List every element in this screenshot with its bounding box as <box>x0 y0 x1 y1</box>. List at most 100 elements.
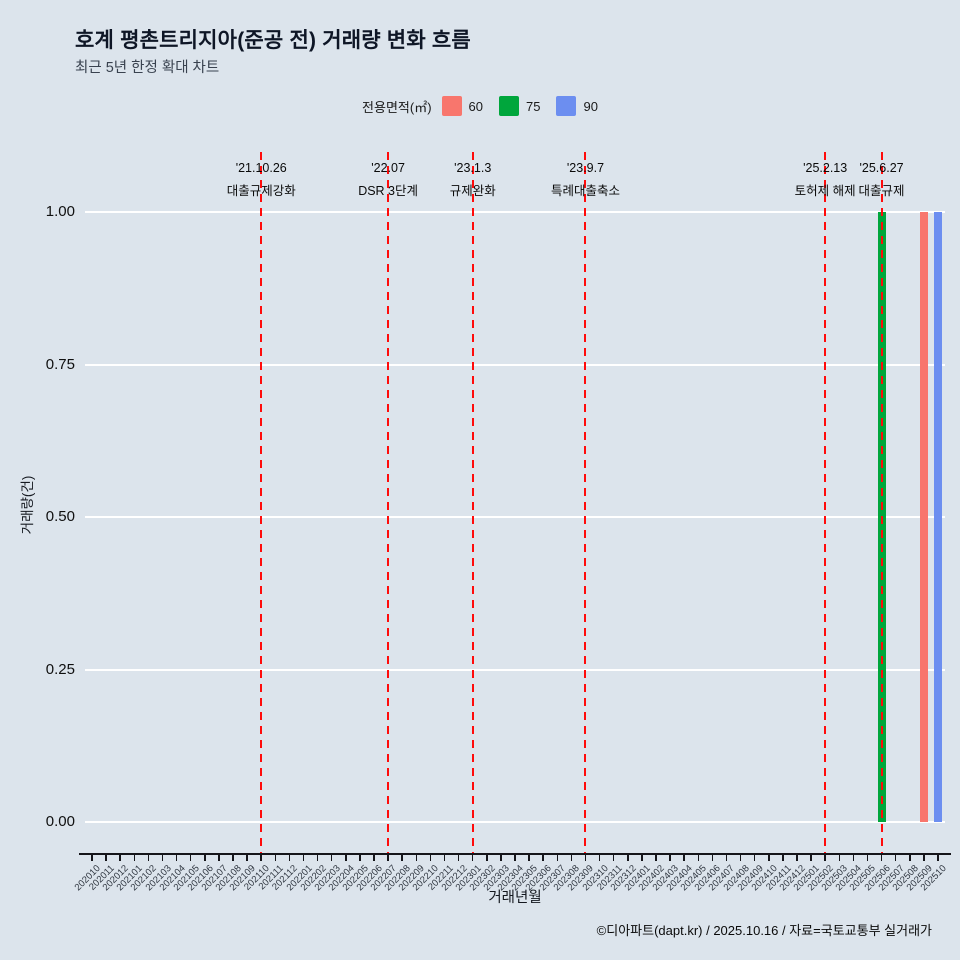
x-tick <box>387 855 389 861</box>
y-gridline <box>85 363 945 366</box>
x-tick <box>218 855 220 861</box>
x-tick <box>401 855 403 861</box>
x-tick <box>909 855 911 861</box>
y-gridline <box>85 821 945 823</box>
x-tick <box>570 855 573 861</box>
annotation-line-202506 <box>880 152 883 853</box>
x-tick <box>373 855 375 861</box>
chart-subtitle: 최근 5년 한정 확대 차트 <box>75 60 220 76</box>
legend-label: 90 <box>583 98 598 114</box>
bar-60-202509 <box>919 212 928 822</box>
x-tick <box>486 855 488 861</box>
x-tick <box>105 855 107 861</box>
x-tick <box>457 855 460 861</box>
x-tick <box>345 855 347 861</box>
annotation-label: 대출규제 <box>858 184 905 198</box>
legend: 전용면적(㎡) 60 75 90 <box>0 96 960 116</box>
annotation-line-202502 <box>824 152 827 853</box>
x-tick <box>471 855 474 861</box>
x-tick <box>189 855 192 861</box>
legend-label: 60 <box>468 98 484 114</box>
x-tick <box>669 855 671 861</box>
x-tick <box>91 855 93 861</box>
y-gridline <box>85 516 945 518</box>
annotation-date: '25.2.13 <box>803 161 848 175</box>
x-tick <box>810 855 812 861</box>
legend-swatch-75 <box>499 96 520 116</box>
x-tick <box>542 855 544 861</box>
x-tick <box>711 855 714 861</box>
x-tick <box>133 855 136 861</box>
x-tick <box>697 855 700 861</box>
x-tick <box>415 855 418 861</box>
x-tick <box>556 855 559 861</box>
x-tick <box>627 855 629 861</box>
x-axis-line <box>79 853 951 855</box>
x-tick <box>824 855 826 861</box>
legend-swatch-60 <box>441 96 462 116</box>
x-tick <box>175 855 178 861</box>
x-tick <box>641 855 643 861</box>
x-tick <box>866 855 869 861</box>
x-tick <box>725 855 728 861</box>
bar-90-202510 <box>933 212 942 822</box>
x-axis-title: 거래년월 <box>488 890 542 906</box>
x-tick <box>838 855 840 861</box>
annotation-date: '23.1.3 <box>454 161 492 175</box>
legend-item-75: 75 <box>499 96 540 116</box>
x-tick <box>739 855 742 861</box>
x-tick <box>683 855 685 861</box>
x-tick <box>260 855 262 861</box>
annotation-label: 규제완화 <box>449 184 496 198</box>
x-tick <box>894 855 897 861</box>
annotation-line-202301 <box>471 152 474 853</box>
annotation-date: '22.07 <box>371 161 405 175</box>
x-tick <box>302 855 305 861</box>
legend-swatch-90 <box>556 96 577 116</box>
x-tick <box>528 855 530 861</box>
y-gridline <box>85 211 945 213</box>
x-tick <box>288 855 291 861</box>
x-tick <box>274 855 277 861</box>
x-tick <box>598 855 601 861</box>
annotation-date: '21.10.26 <box>235 161 287 175</box>
x-tick <box>330 855 333 861</box>
annotation-line-202110 <box>260 152 263 853</box>
y-tick-label: 0.25 <box>45 660 75 678</box>
annotation-line-202207 <box>387 152 390 853</box>
annotation-date: '23.9.7 <box>566 161 605 175</box>
annotation-date: '25.6.27 <box>859 161 904 175</box>
x-tick <box>246 855 248 861</box>
x-tick <box>204 855 206 861</box>
annotation-line-202309 <box>584 152 587 853</box>
x-tick <box>923 855 925 861</box>
x-tick <box>443 855 446 861</box>
x-tick <box>429 855 432 861</box>
y-axis-title: 거래량(건) <box>20 475 35 535</box>
x-tick <box>119 855 121 861</box>
x-tick <box>500 855 502 861</box>
x-tick <box>147 855 150 861</box>
y-tick-label: 0.00 <box>45 813 75 830</box>
x-tick <box>655 855 657 861</box>
y-gridline <box>85 668 945 671</box>
annotation-label: 특례대출축소 <box>550 184 620 198</box>
chart-title: 호계 평촌트리지아(준공 전) 거래량 변화 흐름 <box>75 29 471 52</box>
x-tick <box>612 855 615 861</box>
footer-credit: ©디아파트(dapt.kr) / 2025.10.16 / 자료=국토교통부 실… <box>596 923 932 938</box>
legend-item-90: 90 <box>556 96 598 116</box>
y-tick-label: 0.75 <box>45 355 75 373</box>
x-tick <box>768 855 770 861</box>
x-tick <box>796 855 798 861</box>
legend-item-60: 60 <box>441 96 484 116</box>
x-tick <box>937 855 939 861</box>
annotation-label: 토허제 해제 <box>794 184 856 198</box>
legend-title: 전용면적(㎡) <box>362 99 432 115</box>
x-tick <box>514 855 516 861</box>
x-tick <box>161 855 164 861</box>
x-tick <box>880 855 883 861</box>
y-tick-label: 0.50 <box>45 508 75 525</box>
x-tick <box>584 855 587 861</box>
